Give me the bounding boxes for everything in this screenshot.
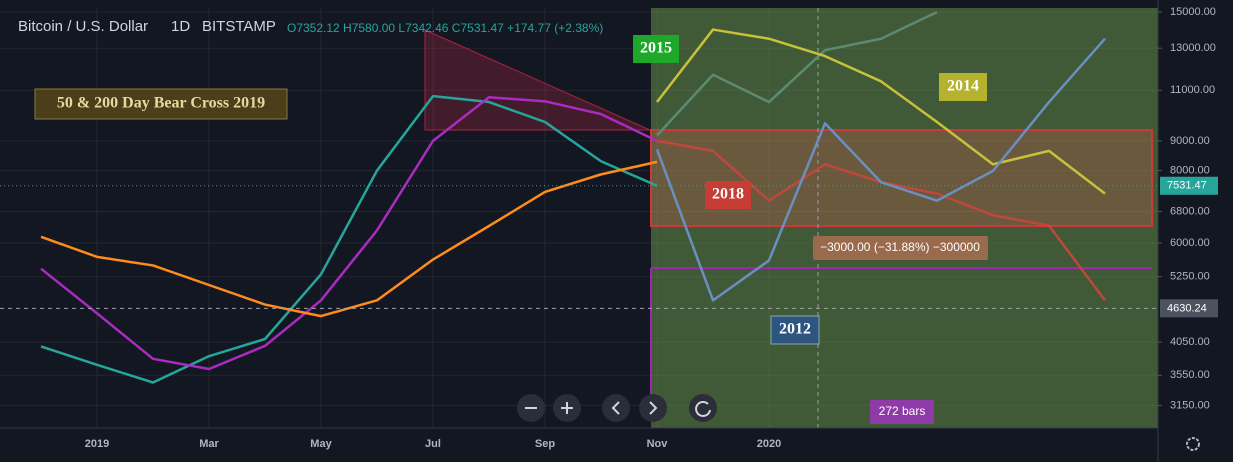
x-tick-label: 2019 [85,438,109,450]
y-tick-label: 6800.00 [1170,205,1210,217]
y-tick-label: 8000.00 [1170,164,1210,176]
series-line [656,28,1106,195]
y-tick-label: 9000.00 [1170,135,1210,147]
range-box [650,129,1153,227]
label-box [633,35,679,63]
scroll-left-button[interactable] [602,394,630,422]
label-box [939,73,987,101]
ohlc: O7352.12 H7580.00 L7342.46 C7531.47 +174… [287,21,603,35]
annotation: 2014 [947,78,979,95]
series-line [656,11,938,137]
y-tick-label: 3150.00 [1170,399,1210,411]
price-axis [1158,0,1233,462]
annotation: 2015 [640,40,672,57]
x-tick-label: Nov [647,438,669,450]
x-tick-label: 2020 [757,438,781,450]
bars-label [870,400,934,424]
triangle-drawing [424,29,651,131]
y-tick-label: 15000.00 [1170,6,1216,18]
annotation: 272 bars [879,404,926,418]
projection-zone [651,8,1158,428]
series-line [655,37,1106,302]
scroll-right-button[interactable] [639,394,667,422]
x-tick-label: Mar [199,438,219,450]
crosshair-label: 4630.24 [1167,302,1207,314]
interval: 1D [171,18,190,35]
last-price-box [1160,176,1218,195]
series-line [40,94,658,384]
label-box [770,315,820,345]
y-tick-label: 3550.00 [1170,369,1210,381]
x-tick-label: May [310,438,332,450]
x-tick-label: Jul [425,438,441,450]
label-box [34,88,288,120]
y-tick-label: 6000.00 [1170,237,1210,249]
last-price-label: 7531.47 [1167,180,1207,192]
time-axis [0,428,1158,462]
y-tick-label: 4050.00 [1170,336,1210,348]
series-line [40,160,658,318]
series-group [0,11,1158,384]
y-tick-label: 11000.00 [1170,84,1215,96]
measure-label [813,236,988,260]
x-tick-label: Sep [535,438,555,450]
axes: 15000.00 13000.00 11000.00 9000.00 8000.00 68… [85,6,1218,450]
y-tick-label: 13000.00 [1170,42,1216,54]
annotation: 50 & 200 Day Bear Cross 2019 [57,95,265,112]
exchange: BITSTAMP [202,18,276,35]
zoom-in-button[interactable] [553,394,581,422]
zoom-out-button[interactable] [517,394,545,422]
reset-button[interactable] [689,394,717,422]
grid [0,8,1158,428]
annotation: −3000.00 (−31.88%) −300000 [820,240,980,254]
symbol: Bitcoin / U.S. Dollar [18,18,148,35]
settings-button[interactable] [1186,437,1200,451]
series-line [40,96,658,371]
y-tick-label: 5250.00 [1170,271,1210,283]
annotation: 2018 [712,186,744,203]
annotation: 2012 [779,321,811,338]
crosshair-box [1160,299,1218,318]
label-box [705,181,751,209]
